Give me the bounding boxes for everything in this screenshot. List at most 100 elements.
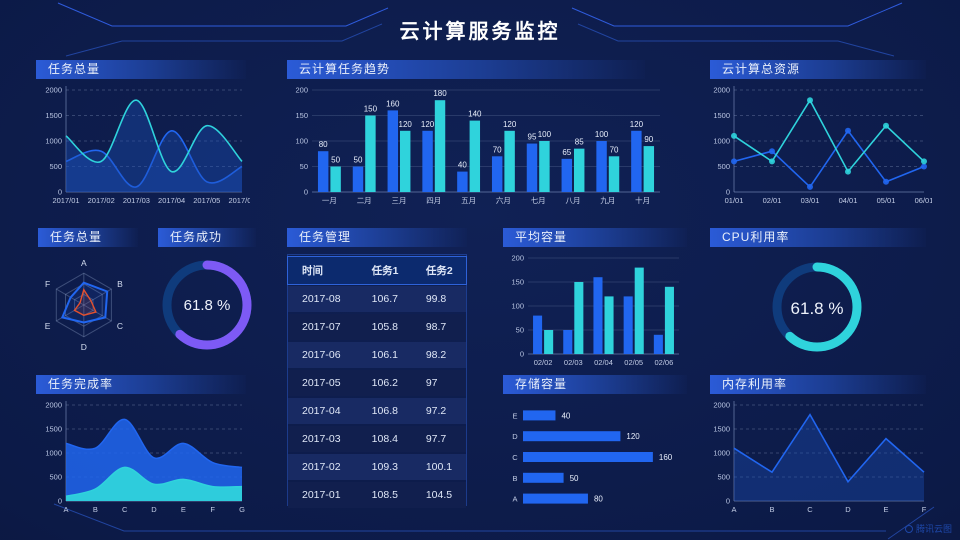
svg-text:1500: 1500 (45, 425, 62, 434)
svg-text:500: 500 (717, 162, 730, 171)
svg-text:六月: 六月 (496, 195, 511, 205)
svg-text:二月: 二月 (357, 196, 372, 205)
svg-text:1000: 1000 (45, 137, 62, 146)
panel-title: CPU利用率 (722, 230, 790, 244)
table-header-row: 时间 任务1 任务2 (287, 256, 467, 285)
svg-text:02/06: 02/06 (655, 358, 674, 367)
svg-text:120: 120 (503, 120, 517, 129)
svg-text:2017/03: 2017/03 (123, 196, 150, 205)
panel-header-storage: 存储容量 (503, 375, 687, 394)
panel-title: 任务总量 (50, 230, 103, 244)
svg-text:04/01: 04/01 (839, 196, 858, 205)
panel-title: 任务成功 (170, 230, 223, 244)
chart-task-radar[interactable]: A B C D E F (34, 246, 140, 364)
svg-text:02/01: 02/01 (763, 196, 782, 205)
table-cell: 105.8 (371, 321, 398, 333)
svg-text:2000: 2000 (713, 401, 730, 410)
svg-text:0: 0 (520, 350, 524, 359)
panel-title: 任务总量 (48, 62, 101, 76)
table-cell: 106.7 (371, 293, 398, 305)
panel-title: 任务管理 (299, 230, 352, 244)
chart-memory-line[interactable]: 0 500 1000 1500 2000 A B C D E F (704, 395, 932, 517)
svg-text:D: D (81, 342, 87, 352)
table-cell: 2017-08 (302, 293, 341, 305)
table-cell: 2017-03 (302, 433, 341, 445)
svg-text:B: B (117, 279, 123, 289)
svg-text:100: 100 (511, 302, 524, 311)
svg-text:1000: 1000 (713, 449, 730, 458)
svg-text:三月: 三月 (392, 196, 407, 205)
svg-text:九月: 九月 (600, 196, 615, 205)
svg-text:A: A (512, 495, 517, 504)
panel-title: 云计算任务趋势 (299, 62, 391, 76)
svg-text:95: 95 (528, 133, 537, 142)
svg-text:50: 50 (570, 474, 579, 483)
svg-text:120: 120 (630, 120, 644, 129)
svg-text:200: 200 (511, 254, 524, 263)
panel-header-cpu-usage: CPU利用率 (710, 228, 926, 247)
svg-text:200: 200 (295, 86, 308, 95)
svg-text:1500: 1500 (45, 111, 62, 120)
table-cell: 2017-07 (302, 321, 341, 333)
svg-text:F: F (45, 279, 50, 289)
svg-text:E: E (45, 321, 51, 331)
chart-storage-hbar[interactable]: E 40 D 120 C 160 B 50 A 80 (503, 395, 687, 513)
panel-title: 云计算总资源 (722, 62, 801, 76)
svg-text:D: D (512, 432, 518, 441)
svg-text:01/01: 01/01 (725, 196, 744, 205)
svg-text:2000: 2000 (45, 401, 62, 410)
table-cell: 2017-02 (302, 461, 341, 473)
svg-text:B: B (512, 474, 517, 483)
table-row: 2017-07 105.8 98.7 (288, 314, 466, 340)
panel-header-task-radar: 任务总量 (38, 228, 138, 247)
svg-text:2017/06: 2017/06 (228, 196, 250, 205)
svg-text:50: 50 (300, 162, 308, 171)
column-header: 任务2 (425, 265, 453, 277)
svg-text:500: 500 (49, 162, 62, 171)
panel-title: 存储容量 (515, 377, 568, 391)
table-cell: 2017-01 (302, 489, 341, 501)
panel-header-task-trend: 云计算任务趋势 (287, 60, 645, 79)
svg-text:F: F (922, 505, 927, 514)
chart-task-trend-bars[interactable]: 0 50 100 150 200 一月 二月 三月 四月 五月 六月 七月 八月 九月 十月 80 50 160 1… (287, 80, 668, 208)
svg-text:E: E (181, 505, 186, 514)
svg-text:150: 150 (295, 111, 308, 120)
svg-text:50: 50 (354, 156, 363, 165)
svg-text:50: 50 (331, 156, 340, 165)
svg-text:90: 90 (644, 135, 653, 144)
brand-watermark: 腾讯云图 (904, 522, 952, 535)
svg-text:四月: 四月 (426, 196, 441, 205)
svg-text:100: 100 (595, 130, 609, 139)
svg-text:05/01: 05/01 (877, 196, 896, 205)
chart-cpu-donut[interactable] (708, 248, 926, 366)
svg-text:2017/04: 2017/04 (158, 196, 185, 205)
chart-task-total-line[interactable]: 0 500 1000 1500 2000 2017/01 2017/02 2017/03 201… (36, 80, 255, 208)
svg-text:85: 85 (575, 138, 584, 147)
chart-completion-area[interactable]: 0 500 1000 1500 2000 A B C D E F G (36, 395, 250, 517)
task-management-table: 时间 任务1 任务2 2017-08 106.7 99.8 2017-07 105.8 98.7… (287, 255, 467, 510)
column-header: 任务1 (371, 265, 399, 277)
panel-header-task-management: 任务管理 (287, 228, 467, 247)
table-cell: 98.7 (425, 321, 447, 333)
svg-text:1500: 1500 (713, 111, 730, 120)
brand-logo-icon (904, 524, 913, 533)
chart-total-resources-line[interactable]: 0 500 1000 1500 2000 01/01 02/01 03/01 04/01 05/0… (704, 80, 933, 208)
svg-text:0: 0 (58, 188, 62, 197)
chart-avg-capacity-bars[interactable]: 0 50 100 150 200 02/02 02/03 02/04 02/05 02/06 (503, 248, 687, 370)
svg-text:150: 150 (364, 105, 378, 114)
svg-text:C: C (807, 505, 813, 514)
svg-text:02/02: 02/02 (534, 358, 553, 367)
svg-text:65: 65 (562, 148, 571, 157)
svg-text:A: A (81, 258, 87, 268)
svg-text:0: 0 (726, 188, 730, 197)
table-cell: 106.2 (371, 377, 398, 389)
table-cell: 106.1 (371, 349, 398, 361)
chart-task-success-donut[interactable] (150, 248, 264, 362)
svg-text:1000: 1000 (713, 137, 730, 146)
svg-text:180: 180 (433, 89, 447, 98)
table-cell: 100.1 (425, 461, 453, 473)
panel-header-avg-capacity: 平均容量 (503, 228, 687, 247)
svg-text:八月: 八月 (566, 196, 581, 205)
panel-header-memory: 内存利用率 (710, 375, 926, 394)
